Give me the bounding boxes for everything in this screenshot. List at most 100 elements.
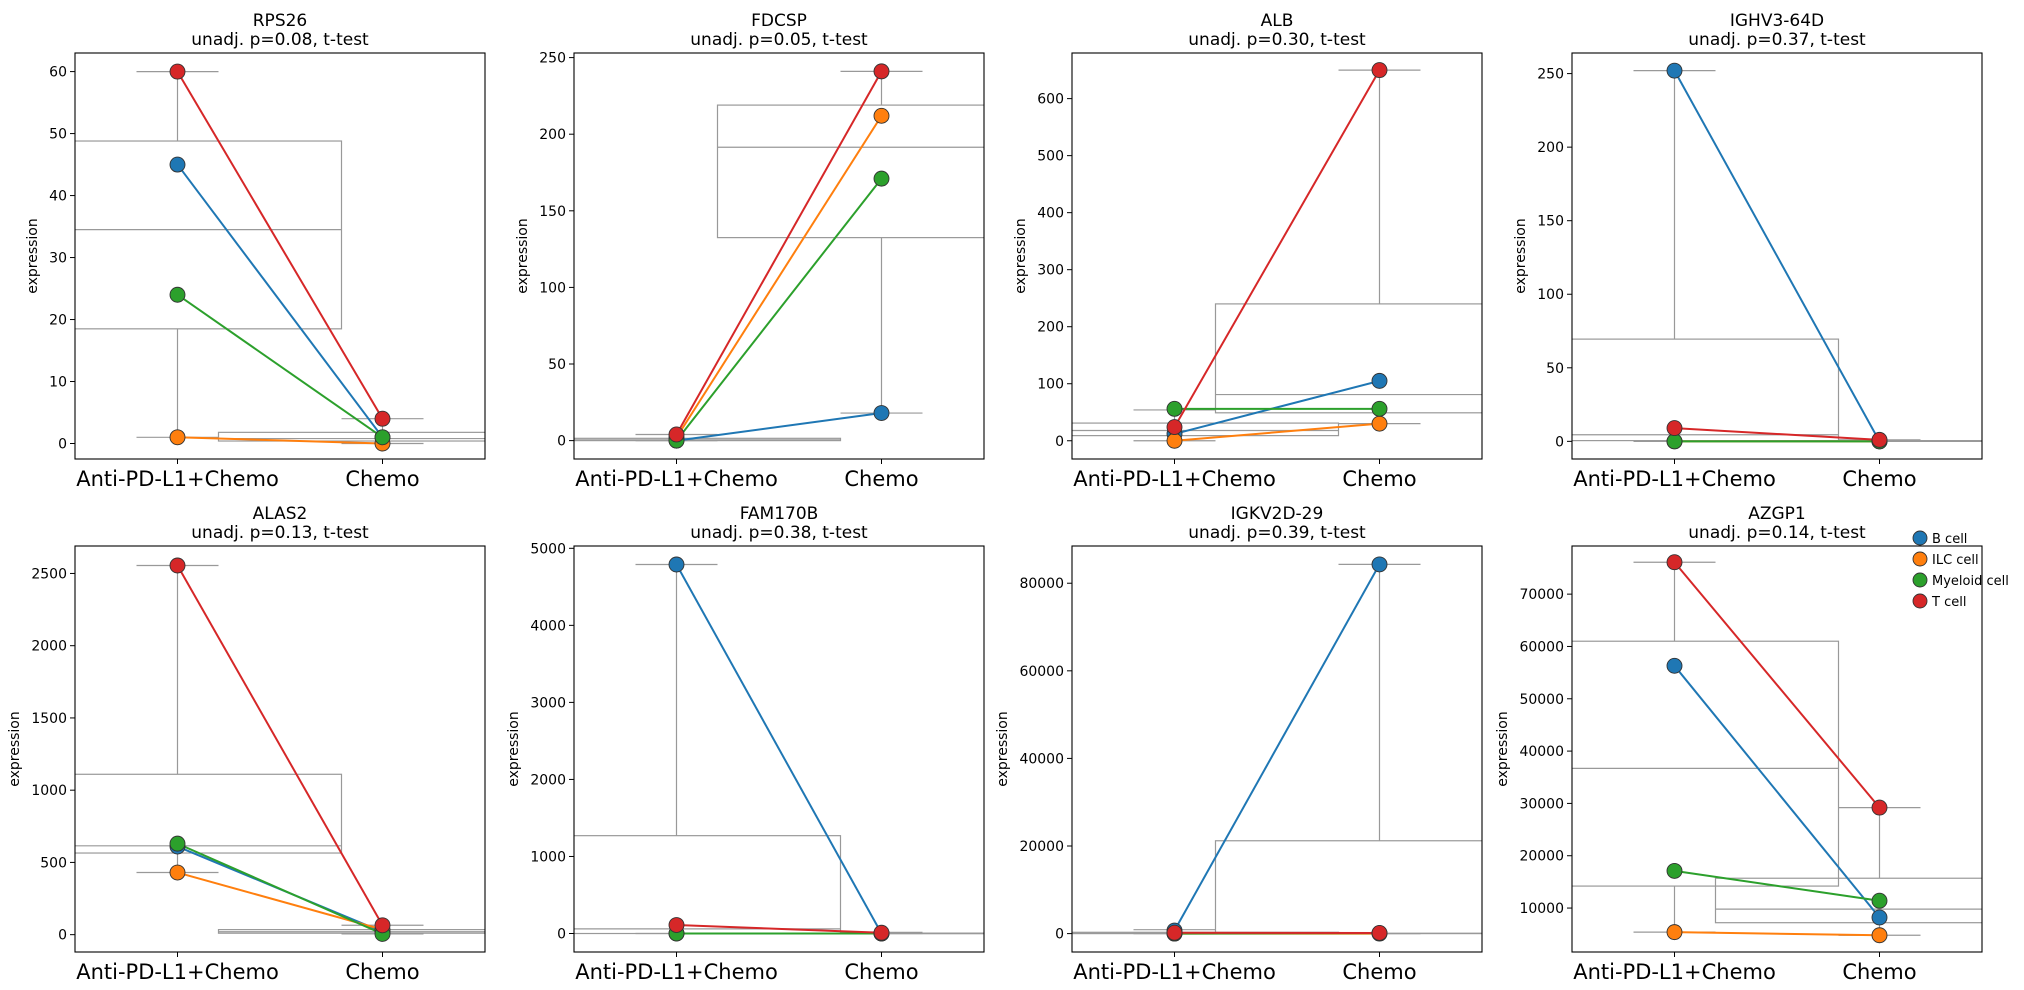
legend-label: B cell — [1932, 532, 1967, 547]
series-line-b-cell — [176, 163, 384, 438]
point-b-cell — [1871, 909, 1888, 926]
y-tick-label: 600 — [1037, 92, 1064, 108]
point-t-cell — [1666, 420, 1683, 437]
panel-title: FDCSP — [751, 11, 807, 31]
x-tick-label: Chemo — [1342, 960, 1416, 984]
series-line-ilc-cell — [177, 436, 383, 445]
series-line-b-cell — [676, 412, 882, 442]
y-tick-label: 2500 — [31, 566, 67, 582]
legend-marker — [1912, 572, 1928, 588]
series-line-myeloid-cell — [176, 293, 384, 439]
series-line-t-cell — [176, 71, 384, 420]
y-tick-label: 20000 — [1519, 849, 1564, 865]
point-b-cell — [1371, 372, 1388, 389]
series-line-ilc-cell — [177, 871, 383, 931]
box-iqr — [1714, 877, 1982, 924]
point-t-cell — [873, 924, 890, 941]
y-tick-label: 50 — [548, 357, 566, 373]
point-t-cell — [668, 917, 685, 933]
panel-title: IGKV2D-29 — [1231, 504, 1324, 524]
series-line-b-cell — [1673, 70, 1881, 442]
x-tick-label: Anti-PD-L1+Chemo — [1073, 467, 1276, 491]
legend-label: Myeloid cell — [1932, 574, 2009, 589]
point-t-cell — [1371, 924, 1388, 941]
legend: B cell ILC cell Myeloid cell T cell — [1912, 530, 2009, 610]
y-axis-label: expression — [506, 711, 522, 787]
plot-area — [75, 564, 485, 935]
y-tick-label: 5000 — [530, 541, 566, 557]
y-tick-label: 80000 — [1019, 576, 1064, 592]
y-tick-label: 40000 — [1019, 751, 1064, 767]
point-ilc-cell — [1166, 432, 1183, 449]
point-t-cell — [1166, 419, 1183, 436]
panel-frame — [573, 52, 985, 460]
y-axis-label: expression — [1495, 711, 1511, 787]
point-myeloid-cell — [1666, 433, 1683, 450]
plot-area — [574, 563, 984, 935]
point-t-cell — [1166, 924, 1183, 941]
point-t-cell — [1666, 554, 1683, 571]
y-tick-label: 250 — [539, 51, 566, 67]
box-iqr — [1214, 303, 1482, 414]
x-tick-label: Anti-PD-L1+Chemo — [1573, 467, 1776, 491]
y-tick-label: 100 — [539, 280, 566, 296]
y-tick-label: 70000 — [1519, 587, 1564, 603]
series-line-t-cell — [1673, 561, 1881, 809]
panel-title: ALB — [1261, 11, 1294, 31]
y-tick-label: 0 — [58, 437, 67, 453]
box-iqr — [75, 140, 343, 330]
series-line-ilc-cell — [1674, 931, 1880, 937]
panel-subtitle: unadj. p=0.08, t-test — [191, 30, 369, 50]
y-tick-label: 400 — [1037, 206, 1064, 222]
y-tick-label: 250 — [1537, 67, 1564, 83]
legend-marker — [1912, 593, 1928, 609]
y-tick-label: 0 — [1055, 434, 1064, 450]
y-tick-label: 60 — [49, 65, 67, 81]
panel-title: AZGP1 — [1748, 504, 1806, 524]
x-tick-label: Chemo — [1842, 960, 1916, 984]
panel-frame — [573, 545, 985, 953]
y-tick-label: 1000 — [530, 849, 566, 865]
point-t-cell — [169, 63, 186, 80]
y-tick-label: 150 — [1537, 214, 1564, 230]
boxplot-chemo — [1214, 69, 1482, 425]
plot-area — [574, 70, 984, 442]
x-tick-label: Anti-PD-L1+Chemo — [575, 960, 778, 984]
y-tick-label: 0 — [1055, 927, 1064, 943]
point-t-cell — [374, 410, 391, 427]
y-tick-label: 50000 — [1519, 692, 1564, 708]
plot-area — [1072, 69, 1482, 442]
y-tick-label: 100 — [1537, 287, 1564, 303]
panel-subtitle: unadj. p=0.38, t-test — [690, 523, 868, 543]
point-myeloid-cell — [1371, 400, 1388, 417]
point-ilc-cell — [169, 429, 186, 446]
point-t-cell — [873, 63, 890, 80]
point-b-cell — [1371, 556, 1388, 573]
panel-subtitle: unadj. p=0.39, t-test — [1188, 523, 1366, 543]
y-tick-label: 500 — [40, 855, 67, 871]
point-myeloid-cell — [374, 429, 391, 446]
y-tick-label: 3000 — [530, 695, 566, 711]
boxplot-chemo — [1714, 806, 1982, 936]
y-tick-label: 4000 — [530, 618, 566, 634]
x-tick-label: Chemo — [345, 467, 419, 491]
y-tick-label: 40000 — [1519, 744, 1564, 760]
series-line-ilc-cell — [675, 115, 883, 439]
y-axis-label: expression — [995, 711, 1011, 787]
legend-label: ILC cell — [1932, 553, 1979, 568]
x-tick-label: Anti-PD-L1+Chemo — [76, 960, 279, 984]
y-tick-label: 60000 — [1019, 664, 1064, 680]
point-b-cell — [873, 405, 890, 421]
point-t-cell — [668, 426, 685, 443]
box-iqr — [716, 104, 984, 239]
point-myeloid-cell — [1166, 400, 1183, 417]
y-axis-label: expression — [1013, 218, 1029, 294]
point-myeloid-cell — [169, 835, 186, 852]
y-tick-label: 2000 — [31, 639, 67, 655]
x-tick-label: Chemo — [844, 467, 918, 491]
point-t-cell — [1871, 799, 1888, 816]
